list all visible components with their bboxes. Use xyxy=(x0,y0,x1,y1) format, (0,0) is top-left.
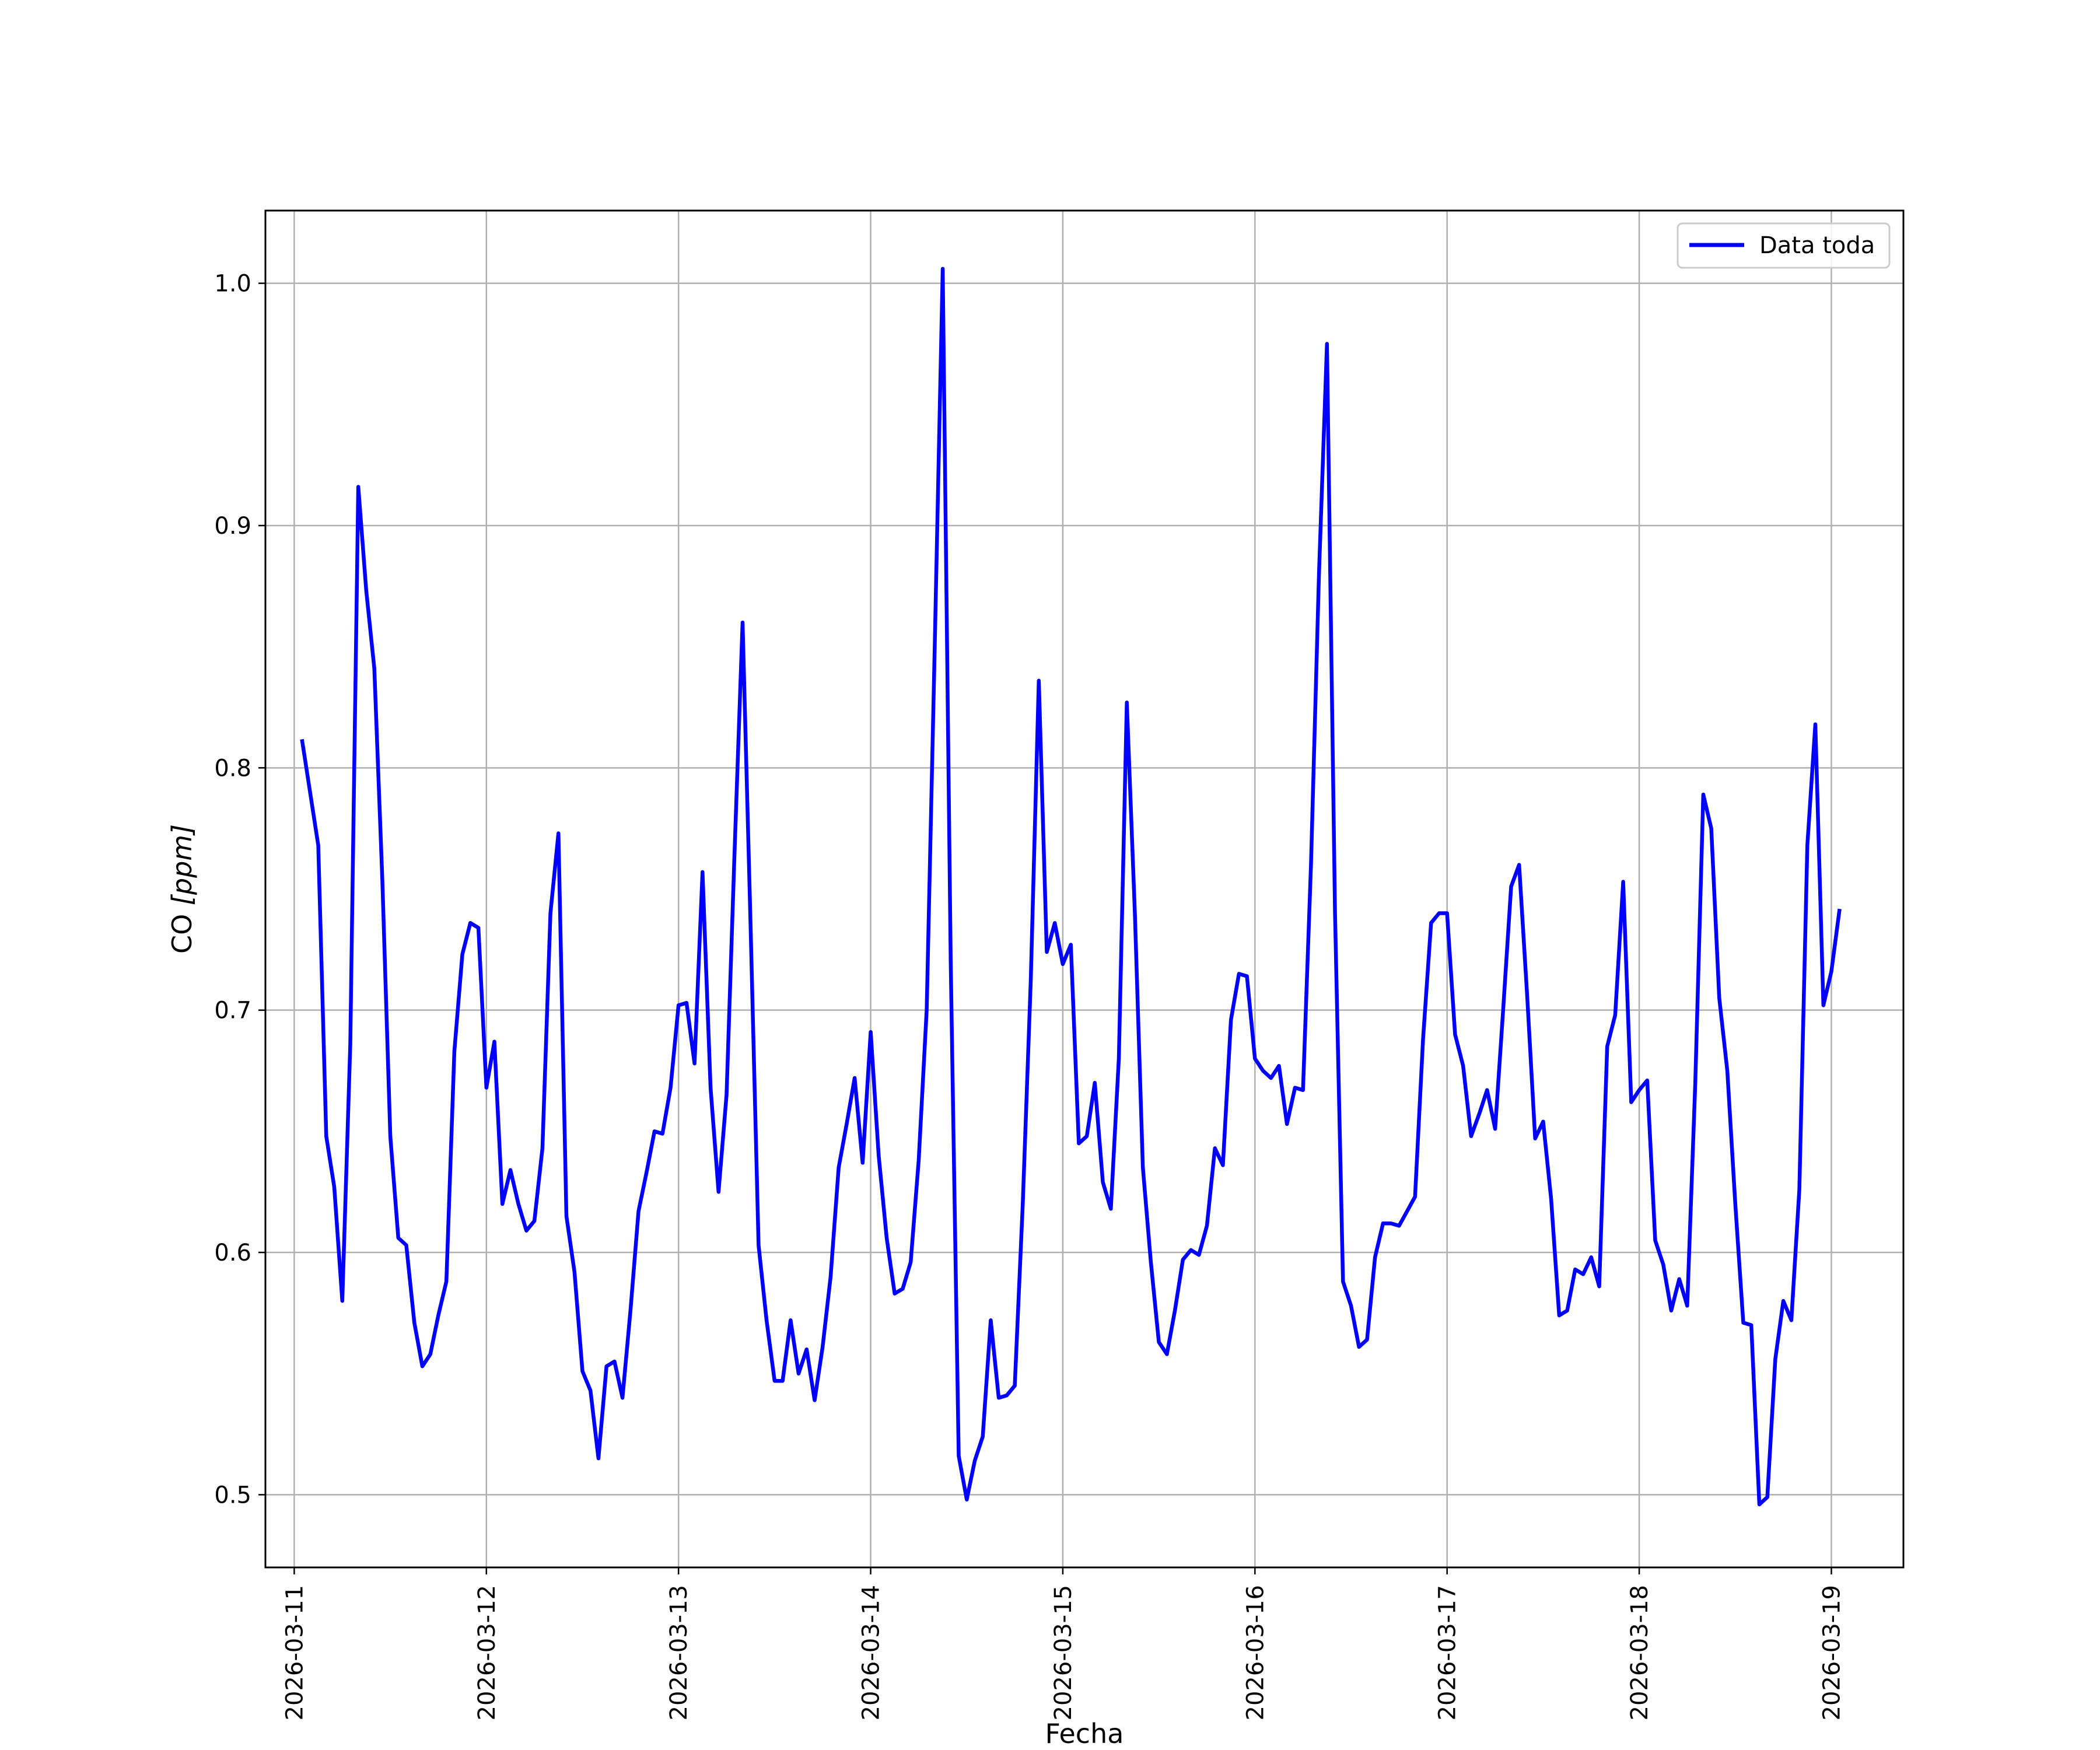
legend-box xyxy=(1676,222,1891,269)
y-tick-label: 0.7 xyxy=(214,998,251,1024)
x-tick-label: 2026-03-15 xyxy=(1050,1585,1077,1720)
series-line xyxy=(300,267,1842,1507)
x-tick-label: 2026-03-17 xyxy=(1434,1585,1461,1720)
x-axis-label: Fecha xyxy=(1045,1718,1124,1749)
y-tick-label: 1.0 xyxy=(214,271,251,298)
series-layer xyxy=(300,267,1842,1507)
legend: Data toda xyxy=(1676,222,1891,269)
y-tick-label: 0.5 xyxy=(214,1482,251,1508)
x-tick-label: 2026-03-16 xyxy=(1242,1585,1269,1720)
y-axis-label-prefix: CO xyxy=(166,905,198,954)
y-tick-label: 0.8 xyxy=(214,755,251,782)
y-axis-label-unit: [ppm] xyxy=(166,824,198,905)
x-tick-label: 2026-03-13 xyxy=(666,1585,692,1720)
y-tick-label: 0.6 xyxy=(214,1240,251,1266)
plot-frame xyxy=(264,209,1905,1569)
y-axis: 0.5 0.6 0.7 0.8 0.9 1.0 xyxy=(214,271,265,1508)
grid-lines xyxy=(265,211,1903,1567)
x-tick-label: 2026-03-14 xyxy=(858,1585,885,1720)
y-axis-label: CO [ppm] xyxy=(166,824,198,954)
x-tick-label: 2026-03-19 xyxy=(1818,1585,1845,1720)
y-tick-label: 0.9 xyxy=(214,513,251,540)
x-tick-label: 2026-03-12 xyxy=(474,1585,501,1720)
x-tick-label: 2026-03-11 xyxy=(281,1585,308,1720)
plot-area-background xyxy=(265,211,1903,1567)
legend-label: Data toda xyxy=(1759,232,1875,259)
x-axis: 2026-03-11 2026-03-12 2026-03-13 2026-03-14… xyxy=(281,1567,1845,1720)
x-tick-label: 2026-03-18 xyxy=(1626,1585,1653,1720)
